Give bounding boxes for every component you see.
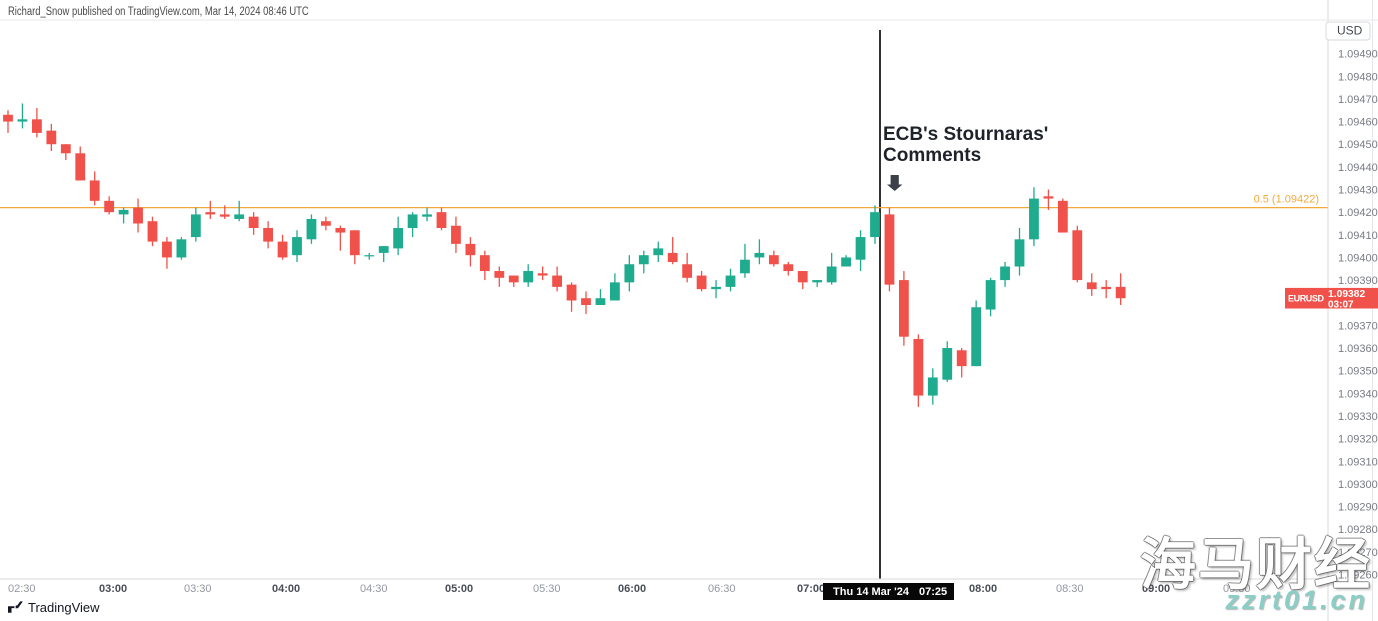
svg-text:05:00: 05:00 bbox=[445, 583, 473, 595]
svg-text:1.09400: 1.09400 bbox=[1338, 252, 1378, 264]
svg-text:1.09300: 1.09300 bbox=[1338, 479, 1378, 491]
svg-text:1.09480: 1.09480 bbox=[1338, 71, 1378, 83]
svg-text:1.09450: 1.09450 bbox=[1338, 139, 1378, 151]
svg-text:1.09410: 1.09410 bbox=[1338, 230, 1378, 242]
svg-text:1.09470: 1.09470 bbox=[1338, 94, 1378, 106]
svg-text:07:00: 07:00 bbox=[797, 583, 825, 595]
svg-text:06:00: 06:00 bbox=[618, 583, 646, 595]
svg-text:04:00: 04:00 bbox=[272, 583, 300, 595]
svg-text:03:00: 03:00 bbox=[99, 583, 127, 595]
svg-text:03:07: 03:07 bbox=[1328, 300, 1354, 311]
svg-text:1.09490: 1.09490 bbox=[1338, 49, 1378, 61]
svg-text:1.09330: 1.09330 bbox=[1338, 411, 1378, 423]
svg-text:1.09290: 1.09290 bbox=[1338, 502, 1378, 514]
svg-text:USD: USD bbox=[1337, 24, 1363, 38]
svg-text:EURUSD: EURUSD bbox=[1288, 294, 1325, 304]
svg-text:04:30: 04:30 bbox=[360, 583, 388, 595]
svg-text:Thu 14 Mar '24: Thu 14 Mar '24 bbox=[833, 586, 910, 598]
svg-text:ECB's Stournaras': ECB's Stournaras' bbox=[883, 124, 1048, 145]
svg-text:Comments: Comments bbox=[883, 145, 981, 166]
svg-text:1.09310: 1.09310 bbox=[1338, 456, 1378, 468]
svg-text:1.09430: 1.09430 bbox=[1338, 185, 1378, 197]
svg-text:1.09390: 1.09390 bbox=[1338, 275, 1378, 287]
svg-text:1.09320: 1.09320 bbox=[1338, 434, 1378, 446]
svg-text:0.5 (1.09422): 0.5 (1.09422) bbox=[1254, 194, 1319, 206]
svg-text:1.09350: 1.09350 bbox=[1338, 366, 1378, 378]
svg-text:1.09420: 1.09420 bbox=[1338, 207, 1378, 219]
svg-text:02:30: 02:30 bbox=[8, 583, 36, 595]
svg-text:03:30: 03:30 bbox=[184, 583, 212, 595]
svg-text:1.09382: 1.09382 bbox=[1328, 289, 1365, 300]
svg-text:1.09440: 1.09440 bbox=[1338, 162, 1378, 174]
svg-text:07:25: 07:25 bbox=[919, 586, 947, 598]
svg-text:1.09370: 1.09370 bbox=[1338, 320, 1378, 332]
svg-text:1.09460: 1.09460 bbox=[1338, 117, 1378, 129]
svg-text:06:30: 06:30 bbox=[708, 583, 736, 595]
svg-text:05:30: 05:30 bbox=[533, 583, 561, 595]
svg-text:1.09360: 1.09360 bbox=[1338, 343, 1378, 355]
svg-text:1.09340: 1.09340 bbox=[1338, 388, 1378, 400]
svg-text:08:30: 08:30 bbox=[1056, 583, 1084, 595]
svg-text:08:00: 08:00 bbox=[969, 583, 997, 595]
